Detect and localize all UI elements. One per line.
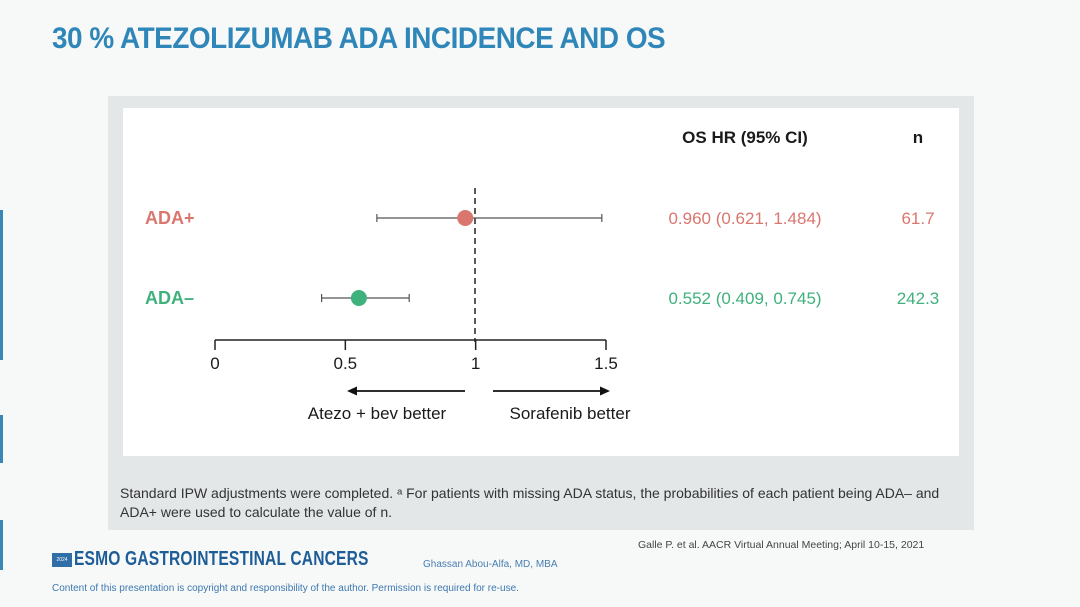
copyright-notice: Content of this presentation is copyrigh… bbox=[52, 583, 519, 594]
logo-mark: 2024 bbox=[52, 552, 72, 567]
conference-logo: 2024 ESMO GASTROINTESTINAL CANCERS bbox=[52, 548, 452, 571]
left-accent-bar bbox=[0, 210, 3, 360]
left-accent-bar bbox=[0, 415, 3, 463]
logo-text: ESMO GASTROINTESTINAL CANCERS bbox=[74, 548, 369, 570]
author-name: Ghassan Abou-Alfa, MD, MBA bbox=[423, 559, 558, 570]
citation: Galle P. et al. AACR Virtual Annual Meet… bbox=[638, 539, 925, 551]
footnote: Standard IPW adjustments were completed.… bbox=[120, 485, 940, 520]
plot-area bbox=[123, 108, 959, 456]
slide-title: 30 % ATEZOLIZUMAB ADA INCIDENCE AND OS bbox=[52, 22, 666, 55]
left-accent-bar bbox=[0, 520, 3, 570]
